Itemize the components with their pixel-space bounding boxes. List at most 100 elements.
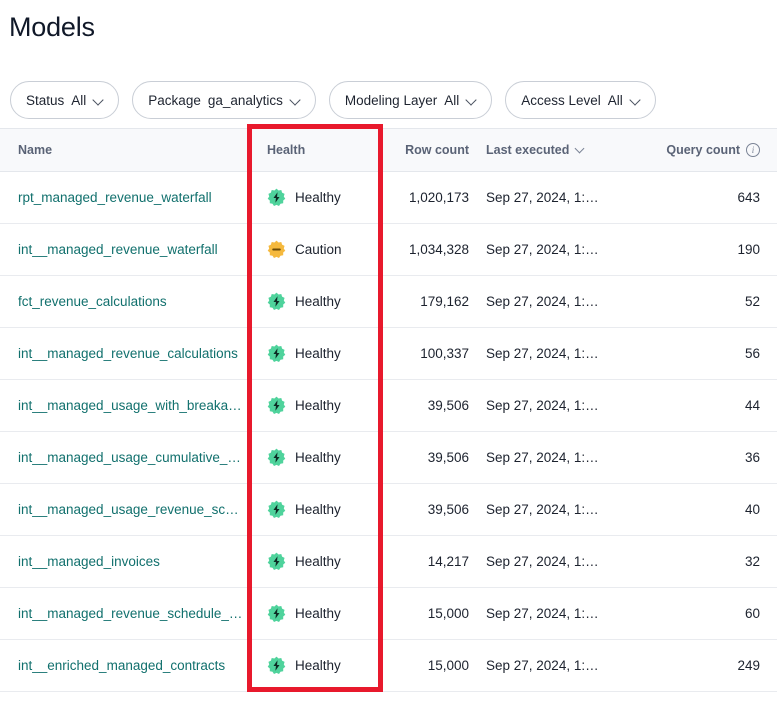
table-row[interactable]: int__managed_revenue_waterfall Caution 1,0… bbox=[0, 223, 777, 276]
column-header-row-count[interactable]: Row count bbox=[384, 128, 469, 172]
model-link[interactable]: fct_revenue_calculations bbox=[18, 294, 167, 310]
health-status-label: Healthy bbox=[295, 502, 341, 517]
table-row[interactable]: int__managed_usage_with_breaka… Healthy 39… bbox=[0, 379, 777, 432]
column-header-row-count-label: Row count bbox=[405, 143, 469, 157]
cell-row-count: 100,337 bbox=[384, 327, 469, 380]
health-status-label: Healthy bbox=[295, 606, 341, 621]
health-caution-badge-icon bbox=[267, 240, 286, 259]
cell-name: rpt_managed_revenue_waterfall bbox=[0, 171, 247, 224]
table-row[interactable]: fct_revenue_calculations Healthy 179,162 Se… bbox=[0, 275, 777, 328]
cell-last-executed: Sep 27, 2024, 1:… bbox=[469, 327, 649, 380]
model-link[interactable]: int__managed_revenue_waterfall bbox=[18, 242, 218, 258]
cell-health: Caution bbox=[247, 223, 384, 276]
table-header: Name Health Row count Last executed bbox=[0, 128, 777, 172]
health-status-label: Healthy bbox=[295, 554, 341, 569]
table-row[interactable]: int__managed_invoices Healthy 14,217 Sep 27… bbox=[0, 535, 777, 588]
column-header-last-executed[interactable]: Last executed bbox=[469, 128, 649, 172]
cell-query-count: 36 bbox=[649, 431, 777, 484]
cell-row-count: 179,162 bbox=[384, 275, 469, 328]
filter-value-access-level: All bbox=[607, 92, 623, 108]
filter-chip-access-level[interactable]: Access Level All bbox=[505, 81, 656, 119]
filter-label-status: Status bbox=[26, 92, 65, 108]
filter-label-access-level: Access Level bbox=[521, 92, 601, 108]
model-link[interactable]: int__managed_revenue_schedule_… bbox=[18, 606, 243, 622]
chevron-down-icon[interactable] bbox=[631, 96, 640, 105]
health-status-label: Healthy bbox=[295, 190, 341, 205]
column-header-query-count[interactable]: Query count i bbox=[649, 128, 777, 172]
filter-value-modeling-layer: All bbox=[444, 92, 460, 108]
health-healthy-badge-icon bbox=[267, 344, 286, 363]
cell-health: Healthy bbox=[247, 639, 384, 692]
cell-last-executed: Sep 27, 2024, 1:… bbox=[469, 483, 649, 536]
table-body: rpt_managed_revenue_waterfall Healthy 1,02… bbox=[0, 171, 777, 692]
column-header-name[interactable]: Name bbox=[0, 128, 247, 172]
cell-row-count: 1,020,173 bbox=[384, 171, 469, 224]
health-status-label: Caution bbox=[295, 242, 342, 257]
cell-row-count: 39,506 bbox=[384, 431, 469, 484]
cell-last-executed: Sep 27, 2024, 1:… bbox=[469, 639, 649, 692]
health-healthy-badge-icon bbox=[267, 448, 286, 467]
table-row[interactable]: int__managed_usage_revenue_sc… Healthy 39,… bbox=[0, 483, 777, 536]
cell-query-count: 44 bbox=[649, 379, 777, 432]
health-status-label: Healthy bbox=[295, 450, 341, 465]
cell-name: int__managed_invoices bbox=[0, 535, 247, 588]
cell-name: int__enriched_managed_contracts bbox=[0, 639, 247, 692]
cell-row-count: 1,034,328 bbox=[384, 223, 469, 276]
cell-health: Healthy bbox=[247, 483, 384, 536]
model-link[interactable]: int__managed_revenue_calculations bbox=[18, 346, 238, 362]
column-header-name-label: Name bbox=[18, 143, 53, 157]
cell-row-count: 39,506 bbox=[384, 379, 469, 432]
cell-query-count: 56 bbox=[649, 327, 777, 380]
filter-value-package: ga_analytics bbox=[207, 92, 283, 108]
cell-name: fct_revenue_calculations bbox=[0, 275, 247, 328]
cell-last-executed: Sep 27, 2024, 1:… bbox=[469, 431, 649, 484]
cell-query-count: 32 bbox=[649, 535, 777, 588]
health-healthy-badge-icon bbox=[267, 552, 286, 571]
filter-chip-package[interactable]: Package ga_analytics bbox=[132, 81, 316, 119]
filter-value-status: All bbox=[71, 92, 87, 108]
cell-health: Healthy bbox=[247, 379, 384, 432]
cell-health: Healthy bbox=[247, 171, 384, 224]
filter-label-modeling-layer: Modeling Layer bbox=[344, 92, 438, 108]
filter-bar: Status All Package ga_analytics Modeling Lay… bbox=[10, 81, 656, 119]
table-row[interactable]: int__managed_revenue_calculations Healthy… bbox=[0, 327, 777, 380]
model-link[interactable]: int__managed_usage_with_breaka… bbox=[18, 398, 242, 414]
filter-chip-modeling-layer[interactable]: Modeling Layer All bbox=[328, 81, 493, 119]
info-circle-icon[interactable]: i bbox=[746, 143, 760, 157]
model-link[interactable]: int__managed_usage_revenue_sc… bbox=[18, 502, 239, 518]
cell-row-count: 15,000 bbox=[384, 587, 469, 640]
column-header-health-label: Health bbox=[267, 143, 306, 157]
cell-health: Healthy bbox=[247, 327, 384, 380]
cell-last-executed: Sep 27, 2024, 1:… bbox=[469, 275, 649, 328]
model-link[interactable]: int__managed_invoices bbox=[18, 554, 160, 570]
cell-name: int__managed_usage_cumulative_… bbox=[0, 431, 247, 484]
health-status-label: Healthy bbox=[295, 294, 341, 309]
table-row[interactable]: int__enriched_managed_contracts Healthy 15… bbox=[0, 639, 777, 692]
page-title: Models bbox=[9, 12, 95, 42]
model-link[interactable]: rpt_managed_revenue_waterfall bbox=[18, 190, 212, 206]
chevron-down-icon[interactable] bbox=[467, 96, 476, 105]
health-status-label: Healthy bbox=[295, 658, 341, 673]
model-link[interactable]: int__managed_usage_cumulative_… bbox=[18, 450, 241, 466]
cell-health: Healthy bbox=[247, 587, 384, 640]
column-header-health[interactable]: Health bbox=[247, 128, 384, 172]
table-row[interactable]: rpt_managed_revenue_waterfall Healthy 1,02… bbox=[0, 171, 777, 224]
table-row[interactable]: int__managed_revenue_schedule_… Healthy 15… bbox=[0, 587, 777, 640]
chevron-down-icon[interactable] bbox=[576, 146, 585, 155]
filter-label-package: Package bbox=[148, 92, 201, 108]
health-healthy-badge-icon bbox=[267, 292, 286, 311]
filter-chip-status[interactable]: Status All bbox=[10, 81, 120, 119]
model-link[interactable]: int__enriched_managed_contracts bbox=[18, 658, 226, 674]
cell-last-executed: Sep 27, 2024, 1:… bbox=[469, 587, 649, 640]
column-header-last-executed-label: Last executed bbox=[486, 143, 570, 157]
cell-last-executed: Sep 27, 2024, 1:… bbox=[469, 535, 649, 588]
table-header-row: Name Health Row count Last executed bbox=[0, 128, 777, 172]
cell-last-executed: Sep 27, 2024, 1:… bbox=[469, 171, 649, 224]
chevron-down-icon[interactable] bbox=[94, 96, 103, 105]
cell-name: int__managed_revenue_schedule_… bbox=[0, 587, 247, 640]
cell-query-count: 60 bbox=[649, 587, 777, 640]
table-row[interactable]: int__managed_usage_cumulative_… Healthy 39… bbox=[0, 431, 777, 484]
chevron-down-icon[interactable] bbox=[291, 96, 300, 105]
cell-last-executed: Sep 27, 2024, 1:… bbox=[469, 379, 649, 432]
